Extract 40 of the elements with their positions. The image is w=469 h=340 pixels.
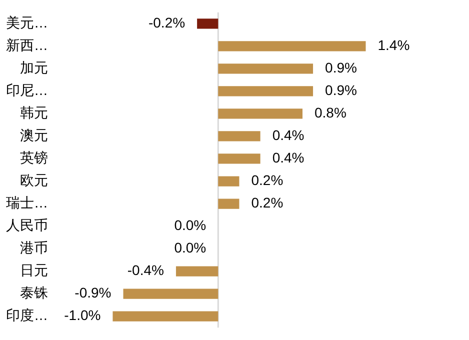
- bar: [218, 154, 260, 164]
- bar: [218, 86, 314, 96]
- y-tick-label: 澳元: [20, 127, 48, 144]
- data-label: -0.2%: [148, 14, 186, 31]
- bar: [218, 176, 240, 186]
- y-tick-label: 日元: [20, 262, 48, 278]
- bar: [218, 41, 366, 52]
- y-tick-label: 印度…: [6, 307, 48, 324]
- y-tick-label: 港币: [20, 240, 48, 256]
- data-label: -1.0%: [64, 307, 101, 324]
- data-label: 0.4%: [272, 127, 304, 144]
- data-label: -0.4%: [127, 262, 164, 278]
- data-label: 0.2%: [251, 172, 284, 188]
- bar: [218, 198, 240, 209]
- bar: [123, 288, 218, 299]
- y-tick-label: 泰铢: [20, 284, 48, 301]
- y-tick-label: 英镑: [20, 150, 48, 166]
- bar: [197, 18, 218, 29]
- bar: [218, 64, 314, 74]
- data-label: -0.9%: [74, 284, 112, 301]
- data-label: 0.9%: [325, 82, 357, 98]
- y-tick-label: 加元: [20, 60, 48, 76]
- data-label: 0.8%: [314, 104, 346, 121]
- bar: [112, 311, 218, 322]
- data-label: 0.0%: [174, 240, 206, 256]
- y-tick-label: 韩元: [20, 104, 48, 121]
- data-label: 0.0%: [174, 217, 206, 234]
- data-label: 0.4%: [272, 150, 304, 166]
- y-tick-label: 瑞士…: [6, 194, 48, 211]
- bar: [218, 131, 260, 142]
- y-tick-label: 人民币: [6, 217, 48, 234]
- data-label: 1.4%: [378, 37, 410, 54]
- y-tick-label: 印尼…: [6, 82, 48, 98]
- y-tick-label: 欧元: [20, 172, 48, 188]
- y-tick-label: 新西…: [6, 37, 48, 54]
- data-label: 0.9%: [325, 60, 357, 76]
- bar: [218, 108, 302, 119]
- bar: [176, 266, 218, 276]
- data-label: 0.2%: [251, 194, 284, 211]
- y-tick-label: 美元…: [6, 14, 48, 31]
